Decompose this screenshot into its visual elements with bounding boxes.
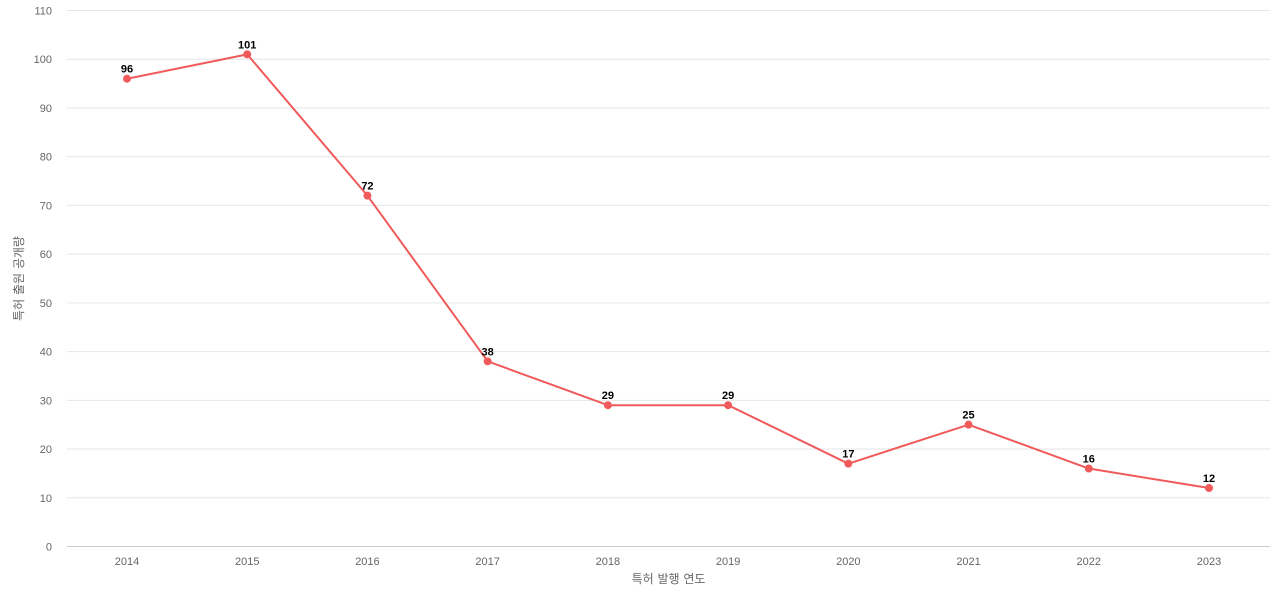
x-tick-label: 2014 [115, 556, 139, 568]
data-point[interactable] [603, 401, 612, 410]
y-tick-label: 60 [40, 249, 52, 261]
y-tick-label: 100 [34, 54, 52, 66]
data-point[interactable] [363, 191, 372, 200]
data-label: 29 [722, 390, 734, 402]
x-tick-label: 2021 [956, 556, 980, 568]
data-label: 25 [962, 410, 974, 422]
y-axis-ticks: 0 10 20 30 40 50 60 70 80 90 100 110 [34, 6, 52, 554]
x-tick-label: 2019 [716, 556, 740, 568]
y-tick-label: 10 [40, 493, 52, 505]
data-point[interactable] [123, 74, 131, 83]
data-label: 12 [1203, 473, 1215, 485]
data-labels: 96 101 72 38 29 29 17 25 16 12 [121, 39, 1215, 485]
x-tick-label: 2020 [836, 556, 860, 568]
x-tick-label: 2023 [1197, 556, 1221, 568]
y-tick-label: 0 [46, 542, 52, 554]
data-label: 17 [842, 449, 854, 461]
y-tick-label: 40 [40, 347, 52, 359]
data-point[interactable] [243, 50, 252, 59]
x-tick-label: 2018 [596, 556, 620, 568]
data-point[interactable] [964, 420, 973, 429]
x-axis-title: 특허 발행 연도 [632, 571, 706, 586]
data-point[interactable] [724, 401, 733, 410]
data-label: 96 [121, 64, 133, 76]
y-tick-label: 30 [40, 395, 52, 407]
data-point[interactable] [1084, 464, 1093, 473]
x-tick-label: 2015 [235, 556, 259, 568]
data-point[interactable] [844, 459, 853, 468]
data-point[interactable] [1205, 484, 1213, 493]
y-tick-label: 80 [40, 152, 52, 164]
data-point[interactable] [483, 357, 492, 366]
gridlines [67, 10, 1270, 499]
x-tick-label: 2017 [475, 556, 499, 568]
y-tick-label: 20 [40, 444, 52, 456]
y-tick-label: 70 [40, 200, 52, 212]
x-axis-ticks: 2014 2015 2016 2017 2018 2019 2020 2021 2022 2023 [115, 556, 1221, 568]
x-tick-label: 2022 [1077, 556, 1101, 568]
data-label: 101 [238, 39, 256, 51]
y-axis-title: 특허 출원 공개량 [12, 236, 26, 321]
data-label: 72 [361, 181, 373, 193]
data-label: 38 [482, 346, 494, 358]
y-tick-label: 110 [34, 6, 52, 18]
y-tick-label: 90 [40, 103, 52, 115]
series-line [126, 53, 1210, 490]
data-label: 29 [602, 390, 614, 402]
series-group [123, 50, 1213, 493]
x-tick-label: 2016 [355, 556, 379, 568]
data-label: 16 [1083, 454, 1095, 466]
y-tick-label: 50 [40, 298, 52, 310]
